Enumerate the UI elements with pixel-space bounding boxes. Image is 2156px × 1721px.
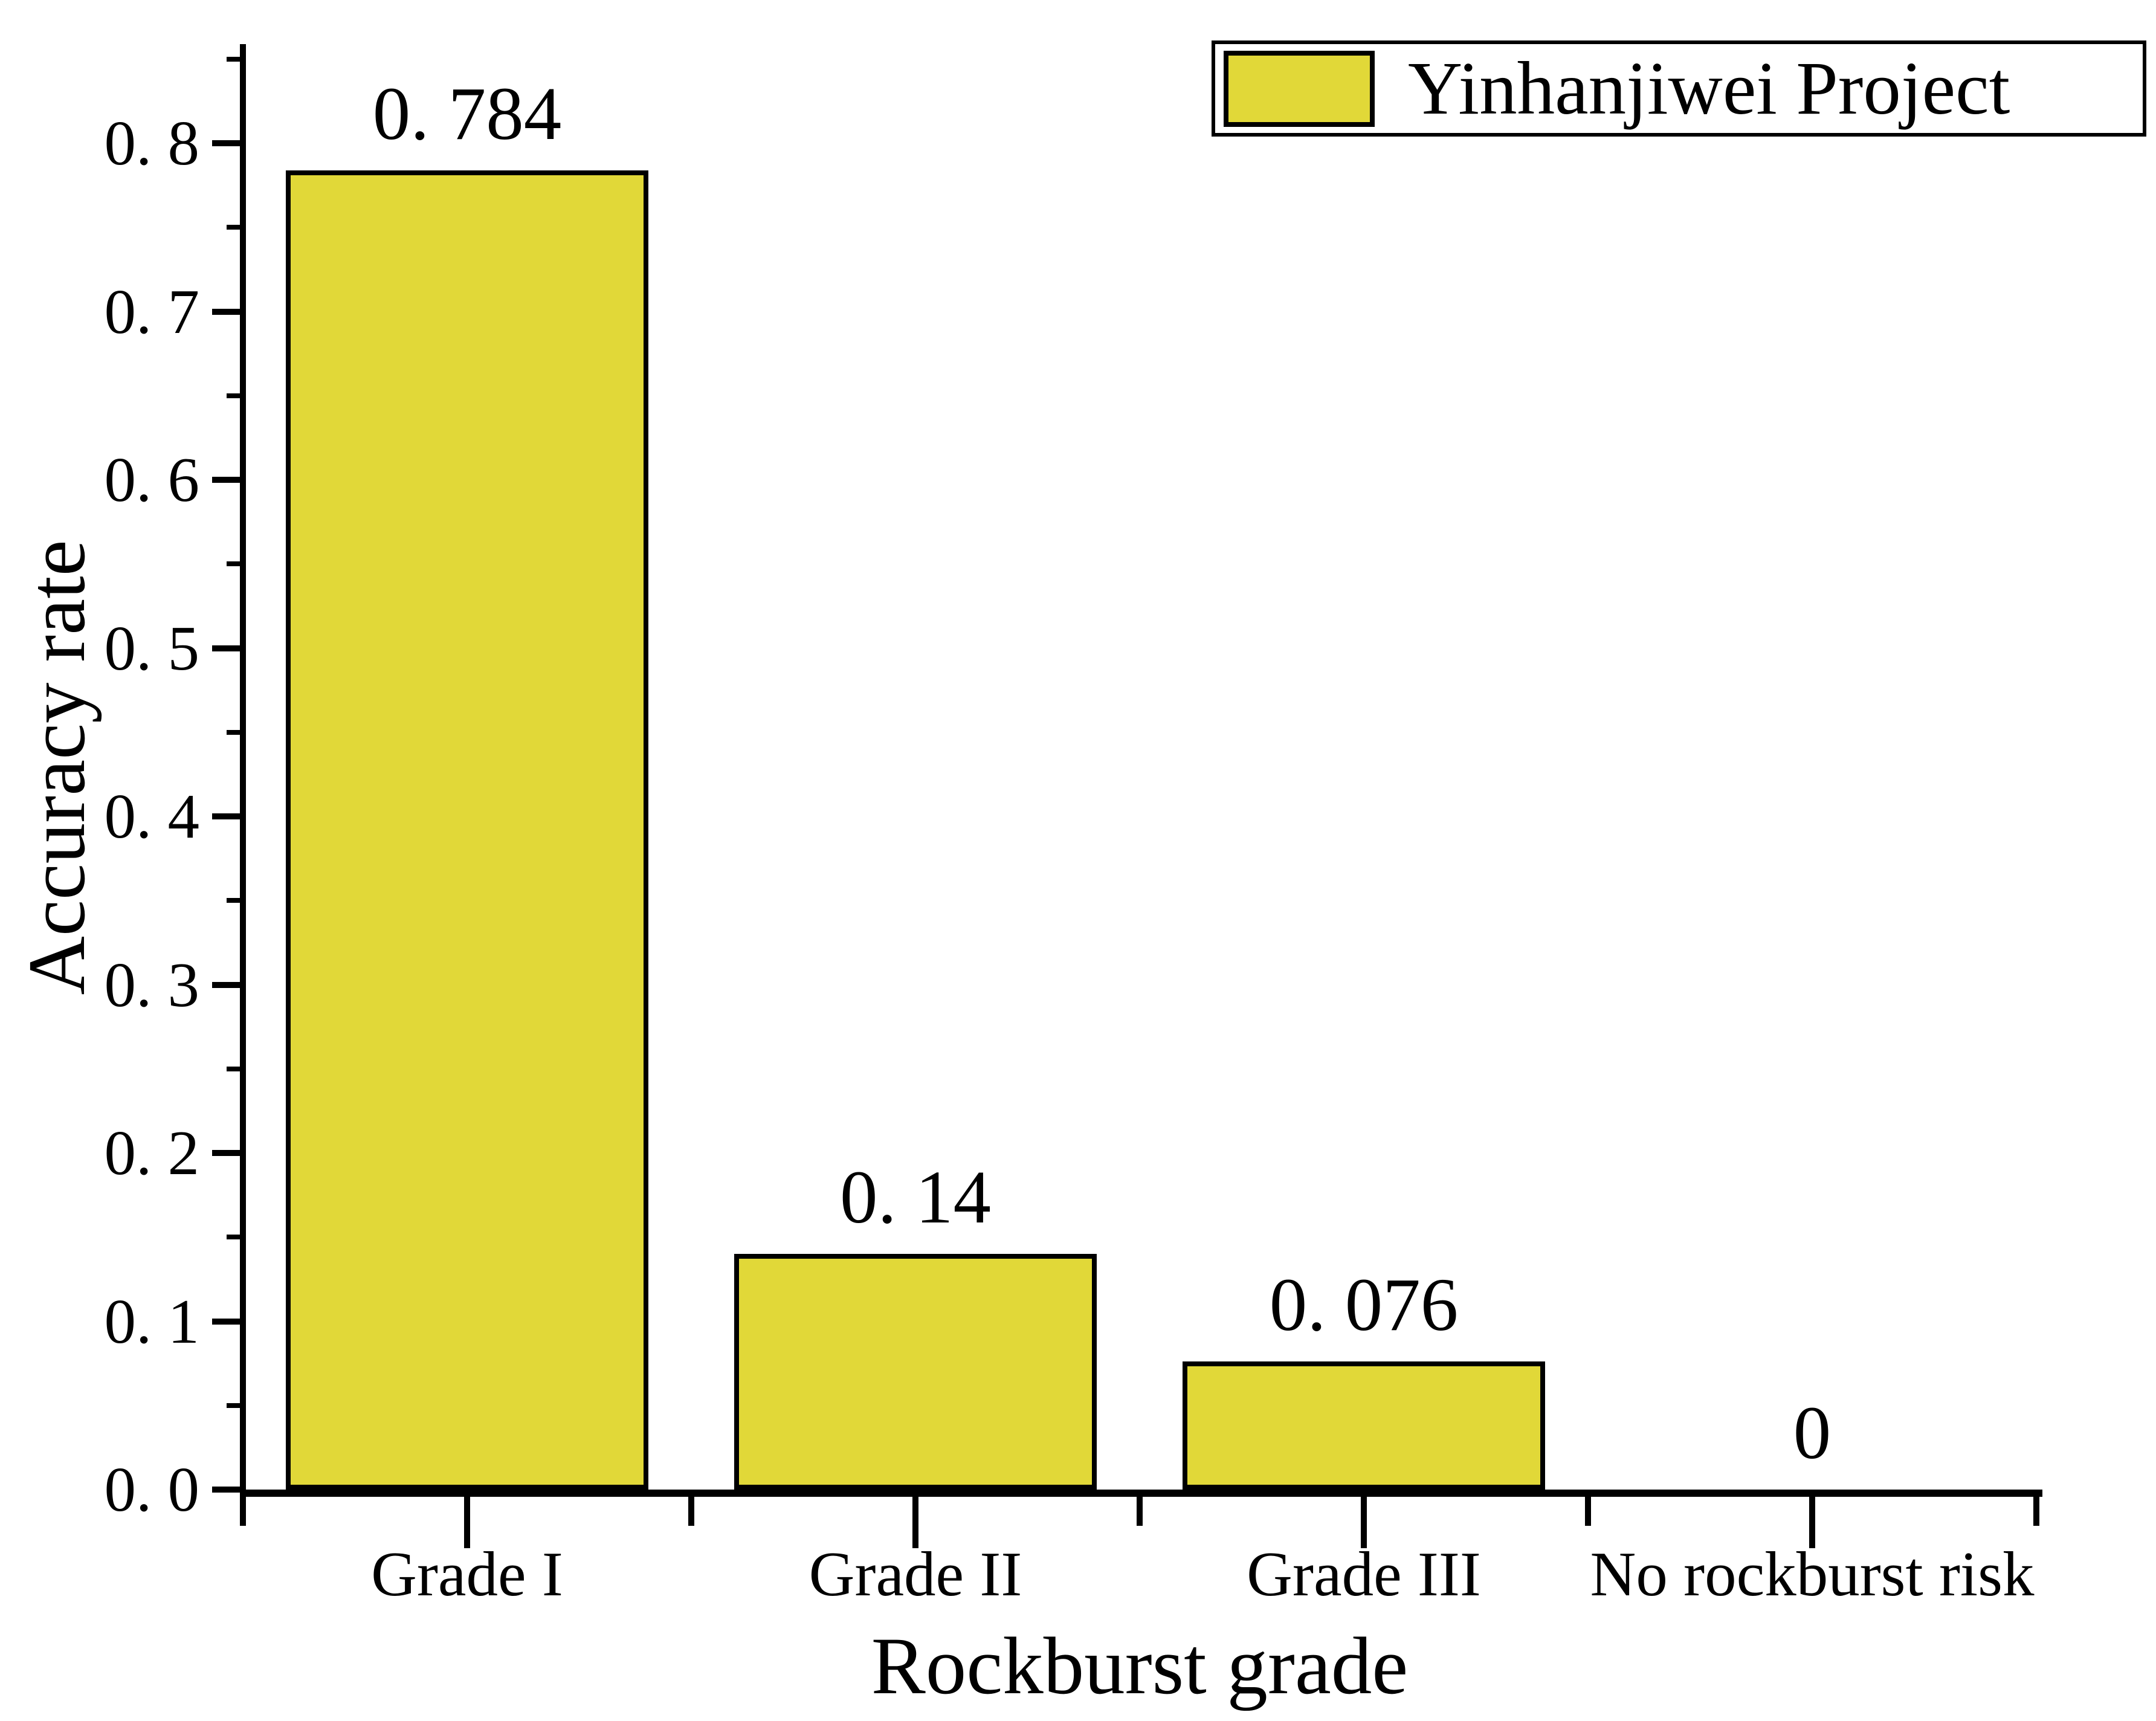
y-minor-tick <box>227 729 240 735</box>
x-category-label: Grade I <box>371 1539 563 1609</box>
x-axis-title: Rockburst grade <box>871 1621 1409 1711</box>
x-boundary-tick <box>2033 1497 2039 1526</box>
y-minor-tick <box>227 561 240 567</box>
x-axis-line <box>240 1490 2042 1497</box>
bar-value-label: 0. 784 <box>372 72 562 156</box>
y-tick-label: 0. 0 <box>104 1454 200 1525</box>
x-boundary-tick <box>688 1497 694 1526</box>
y-major-tick <box>212 477 240 483</box>
y-minor-tick <box>227 56 240 62</box>
y-minor-tick <box>227 898 240 903</box>
bar <box>1183 1361 1545 1490</box>
y-tick-label: 0. 7 <box>104 276 200 347</box>
y-tick-label: 0. 6 <box>104 444 200 515</box>
bar-value-label: 0 <box>1793 1392 1832 1475</box>
x-center-tick <box>1361 1497 1367 1548</box>
x-category-label: No rockburst risk <box>1590 1539 2035 1609</box>
y-major-tick <box>212 308 240 315</box>
legend-swatch <box>1224 50 1375 127</box>
x-boundary-tick <box>240 1497 246 1526</box>
y-minor-tick <box>227 1403 240 1408</box>
y-tick-label: 0. 1 <box>104 1285 200 1357</box>
x-center-tick <box>912 1497 918 1548</box>
y-tick-label: 0. 4 <box>104 781 200 851</box>
x-center-tick <box>1809 1497 1815 1548</box>
y-major-tick <box>212 645 240 651</box>
y-axis-title: Accuracy rate <box>12 540 102 995</box>
y-minor-tick <box>227 1235 240 1240</box>
y-axis-line <box>240 44 246 1497</box>
y-tick-label: 0. 2 <box>104 1117 200 1188</box>
y-minor-tick <box>227 1066 240 1071</box>
legend-series-label: Yinhanjiwei Project <box>1408 47 2010 131</box>
y-tick-label: 0. 5 <box>104 612 200 683</box>
x-boundary-tick <box>1585 1497 1591 1526</box>
x-category-label: Grade II <box>808 1539 1022 1609</box>
legend: Yinhanjiwei Project <box>1212 40 2146 137</box>
y-major-tick <box>212 1150 240 1156</box>
bar <box>734 1254 1097 1490</box>
y-major-tick <box>212 140 240 146</box>
y-tick-label: 0. 3 <box>104 949 200 1020</box>
y-major-tick <box>212 981 240 988</box>
y-minor-tick <box>227 393 240 398</box>
y-major-tick <box>212 1487 240 1493</box>
bar-value-label: 0. 14 <box>840 1156 991 1240</box>
y-minor-tick <box>227 225 240 230</box>
x-category-label: Grade III <box>1247 1539 1481 1609</box>
bar <box>286 170 648 1490</box>
x-center-tick <box>464 1497 470 1548</box>
bar-value-label: 0. 076 <box>1269 1264 1459 1348</box>
y-major-tick <box>212 813 240 819</box>
x-boundary-tick <box>1137 1497 1143 1526</box>
y-major-tick <box>212 1318 240 1325</box>
y-tick-label: 0. 8 <box>104 108 200 178</box>
